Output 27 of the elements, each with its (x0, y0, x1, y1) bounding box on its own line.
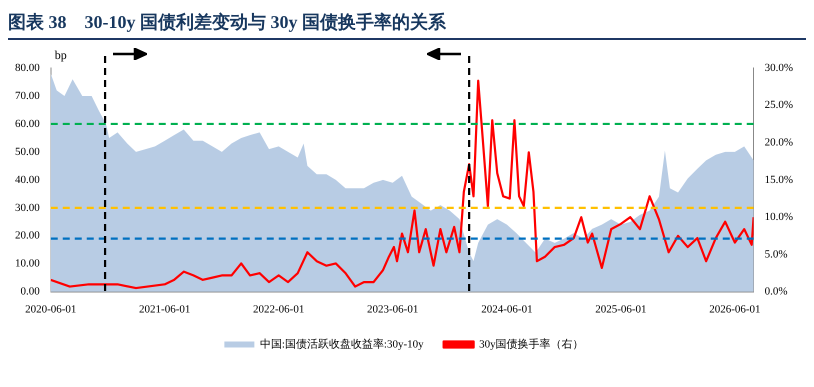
y2-tick-label: 5.0% (764, 248, 788, 260)
y-axis-title: bp (54, 48, 67, 62)
x-tick-label: 2024-06-01 (481, 303, 533, 316)
y2-tick-label: 15.0% (764, 174, 794, 186)
y2-tick-label: 20.0% (764, 136, 794, 148)
y-tick-label: 0.00 (20, 286, 40, 298)
legend-label: 30y国债换手率（右） (479, 337, 584, 350)
y-tick-label: 60.00 (15, 118, 40, 130)
x-tick-label: 2025-06-01 (595, 303, 647, 316)
x-tick-label: 2021-06-01 (139, 303, 190, 316)
y2-tick-label: 10.0% (764, 211, 794, 224)
y2-tick-label: 0.0% (764, 286, 788, 298)
y-tick-label: 50.00 (15, 146, 40, 158)
chart-title: 图表 38 30-10y 国债利差变动与 30y 国债换手率的关系 (8, 8, 806, 40)
y-tick-label: 40.00 (15, 174, 40, 186)
y2-tick-label: 25.0% (764, 99, 794, 112)
x-tick-label: 2026-06-01 (709, 303, 761, 316)
y-tick-label: 10.00 (15, 258, 40, 270)
x-tick-label: 2022-06-01 (253, 303, 304, 316)
y2-tick-label: 30.0% (764, 62, 794, 74)
y-tick-label: 80.00 (15, 62, 40, 74)
y-tick-label: 30.00 (15, 202, 40, 214)
x-tick-label: 2023-06-01 (366, 303, 418, 316)
x-tick-label: 2020-06-01 (25, 303, 76, 316)
legend-label: 中国:国债活跃收盘收益率:30y-10y (260, 337, 424, 350)
y-tick-label: 70.00 (15, 90, 40, 102)
y-tick-label: 20.00 (15, 230, 40, 242)
